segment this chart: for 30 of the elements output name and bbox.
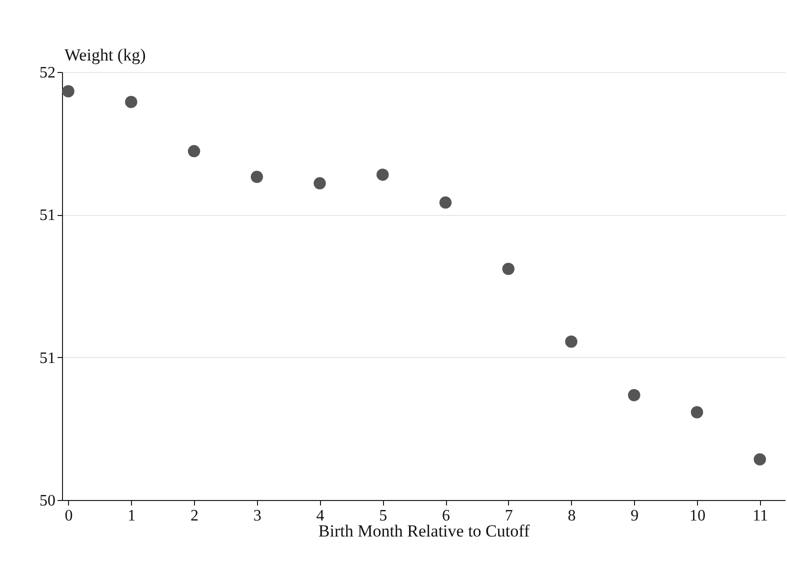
x-tick-label: 3 xyxy=(253,508,262,524)
x-tick-label: 9 xyxy=(630,508,639,524)
x-tick-label: 11 xyxy=(752,508,768,524)
x-axis-title: Birth Month Relative to Cutoff xyxy=(318,522,530,540)
x-tick-label: 6 xyxy=(442,508,450,524)
point xyxy=(754,453,766,466)
point xyxy=(565,336,578,348)
y-tick-label: 52 xyxy=(40,64,56,82)
point xyxy=(502,262,514,275)
y-tick-label: 51 xyxy=(40,207,56,224)
point xyxy=(439,196,452,209)
point xyxy=(628,389,640,402)
x-tick-label: 2 xyxy=(190,508,199,524)
y-tick-label: 51 xyxy=(40,350,56,367)
x-tick-label: 0 xyxy=(64,508,73,524)
point xyxy=(188,145,200,158)
x-tick-label: 4 xyxy=(316,508,324,524)
point xyxy=(62,85,74,98)
point xyxy=(690,406,704,418)
point xyxy=(125,96,138,108)
x-tick-label: 5 xyxy=(379,508,388,524)
x-tick-label: 1 xyxy=(128,508,136,524)
x-tick-label: 10 xyxy=(689,508,706,524)
x-tick-label: 8 xyxy=(568,508,576,524)
point xyxy=(314,177,326,190)
y-axis-title: Weight (kg) xyxy=(64,46,146,64)
y-tick-label: 50 xyxy=(40,492,56,510)
x-tick-label: 7 xyxy=(504,508,513,524)
point xyxy=(376,168,389,181)
point xyxy=(250,170,264,183)
